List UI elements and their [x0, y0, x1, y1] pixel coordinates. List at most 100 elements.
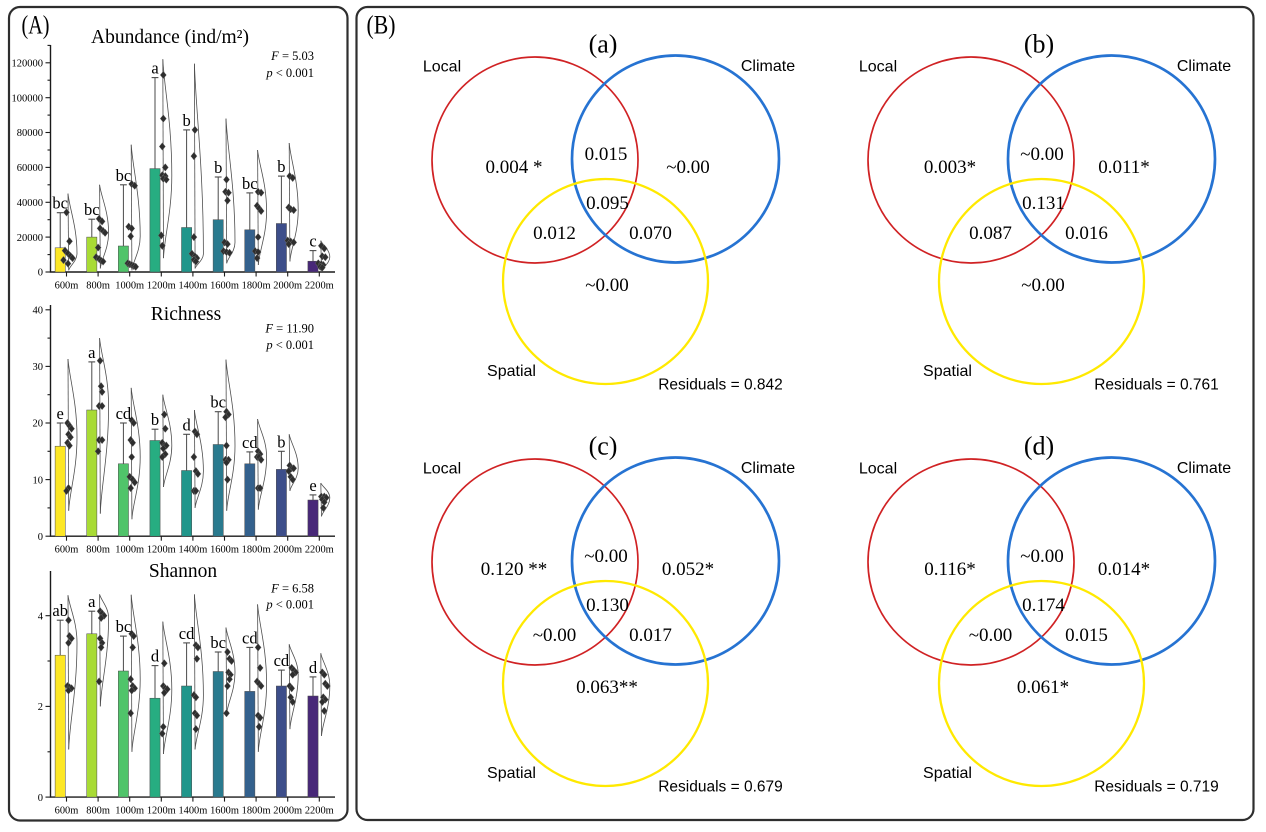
svg-text:Shannon: Shannon [149, 561, 218, 582]
svg-text:b: b [277, 432, 285, 451]
svg-text:1000m: 1000m [115, 545, 144, 556]
svg-text:1800m: 1800m [242, 806, 271, 817]
svg-text:(c): (c) [589, 432, 618, 461]
svg-text:~0.00: ~0.00 [969, 625, 1013, 646]
svg-text:~0.00: ~0.00 [584, 546, 628, 567]
svg-text:600m: 600m [55, 281, 79, 292]
svg-text:(B): (B) [367, 11, 396, 40]
svg-text:1200m: 1200m [147, 545, 176, 556]
svg-text:Climate: Climate [741, 58, 795, 75]
svg-text:0.095: 0.095 [586, 193, 629, 214]
svg-text:4: 4 [38, 611, 44, 622]
svg-text:30: 30 [33, 362, 44, 373]
svg-text:0.063**: 0.063** [576, 677, 638, 698]
svg-text:600m: 600m [55, 545, 79, 556]
svg-text:~0.00: ~0.00 [1020, 144, 1064, 165]
svg-text:120000: 120000 [12, 59, 44, 70]
svg-text:0.017: 0.017 [629, 625, 672, 646]
svg-text:(a): (a) [589, 30, 618, 59]
svg-text:1800m: 1800m [242, 281, 271, 292]
svg-text:2200m: 2200m [305, 545, 334, 556]
svg-text:Spatial: Spatial [487, 363, 536, 380]
svg-text:1000m: 1000m [115, 281, 144, 292]
svg-text:F = 5.03: F = 5.03 [270, 49, 314, 63]
svg-text:Residuals = 0.679: Residuals = 0.679 [658, 779, 783, 796]
svg-text:Local: Local [423, 461, 461, 478]
svg-text:cd: cd [242, 433, 258, 452]
svg-text:(A): (A) [22, 11, 50, 40]
svg-text:1600m: 1600m [210, 281, 239, 292]
svg-text:cd: cd [274, 651, 290, 670]
svg-text:60000: 60000 [17, 163, 43, 174]
svg-text:Local: Local [859, 59, 897, 76]
svg-text:2000m: 2000m [273, 806, 302, 817]
svg-text:1400m: 1400m [178, 281, 207, 292]
svg-text:2000m: 2000m [273, 545, 302, 556]
svg-text:Abundance (ind/m²): Abundance (ind/m²) [91, 27, 249, 48]
svg-text:2000m: 2000m [273, 281, 302, 292]
svg-text:d: d [151, 647, 160, 666]
svg-text:(b): (b) [1024, 30, 1054, 59]
svg-text:0.131: 0.131 [1022, 193, 1065, 214]
svg-text:bc: bc [116, 166, 132, 185]
svg-text:cd: cd [179, 624, 195, 643]
svg-text:Residuals = 0.719: Residuals = 0.719 [1094, 779, 1219, 796]
svg-text:F = 6.58: F = 6.58 [270, 582, 314, 596]
svg-text:p < 0.001: p < 0.001 [265, 338, 314, 352]
svg-text:ab: ab [52, 601, 68, 620]
svg-text:~0.00: ~0.00 [666, 157, 710, 178]
svg-text:(d): (d) [1024, 432, 1054, 461]
svg-text:cd: cd [242, 628, 258, 647]
svg-text:Climate: Climate [741, 460, 795, 477]
svg-text:d: d [309, 658, 318, 677]
svg-text:100000: 100000 [12, 93, 44, 104]
svg-text:bc: bc [242, 174, 258, 193]
svg-text:0.016: 0.016 [1065, 223, 1108, 244]
svg-text:0: 0 [38, 268, 43, 279]
svg-text:~0.00: ~0.00 [533, 625, 577, 646]
svg-text:0.004 *: 0.004 * [486, 157, 543, 178]
svg-text:0.052*: 0.052* [662, 559, 714, 580]
svg-text:0.003*: 0.003* [924, 157, 976, 178]
svg-text:F = 11.90: F = 11.90 [264, 322, 314, 336]
svg-text:~0.00: ~0.00 [1021, 275, 1065, 296]
svg-text:a: a [88, 592, 96, 611]
svg-text:1600m: 1600m [210, 545, 239, 556]
svg-text:Spatial: Spatial [487, 765, 536, 782]
svg-text:0: 0 [38, 532, 43, 543]
svg-text:bc: bc [210, 633, 226, 652]
svg-text:0.015: 0.015 [1065, 625, 1108, 646]
svg-text:800m: 800m [86, 545, 110, 556]
svg-text:Residuals = 0.761: Residuals = 0.761 [1094, 377, 1219, 394]
svg-text:0.012: 0.012 [533, 223, 576, 244]
svg-text:b: b [182, 111, 190, 130]
svg-text:0.087: 0.087 [969, 223, 1012, 244]
svg-text:a: a [151, 59, 159, 78]
svg-text:0.014*: 0.014* [1098, 559, 1150, 580]
svg-text:Richness: Richness [151, 304, 221, 325]
svg-text:bc: bc [84, 200, 100, 219]
svg-text:p < 0.001: p < 0.001 [265, 598, 314, 612]
svg-text:80000: 80000 [17, 128, 43, 139]
svg-text:800m: 800m [86, 806, 110, 817]
svg-text:b: b [277, 157, 285, 176]
svg-text:40000: 40000 [17, 198, 43, 209]
svg-text:b: b [214, 158, 222, 177]
svg-text:20: 20 [33, 419, 44, 430]
svg-text:Climate: Climate [1177, 58, 1231, 75]
svg-text:Spatial: Spatial [923, 765, 972, 782]
svg-text:800m: 800m [86, 281, 110, 292]
svg-text:1600m: 1600m [210, 806, 239, 817]
svg-text:0.070: 0.070 [629, 223, 672, 244]
svg-text:600m: 600m [55, 806, 79, 817]
svg-text:0.174: 0.174 [1022, 595, 1065, 616]
svg-text:20000: 20000 [17, 233, 43, 244]
svg-text:2200m: 2200m [305, 281, 334, 292]
svg-text:Climate: Climate [1177, 460, 1231, 477]
svg-text:~0.00: ~0.00 [1020, 546, 1064, 567]
svg-text:2: 2 [38, 702, 43, 713]
svg-text:0.120 **: 0.120 ** [481, 559, 548, 580]
svg-text:~0.00: ~0.00 [585, 275, 629, 296]
svg-text:10: 10 [33, 475, 44, 486]
svg-text:0.061*: 0.061* [1017, 677, 1069, 698]
